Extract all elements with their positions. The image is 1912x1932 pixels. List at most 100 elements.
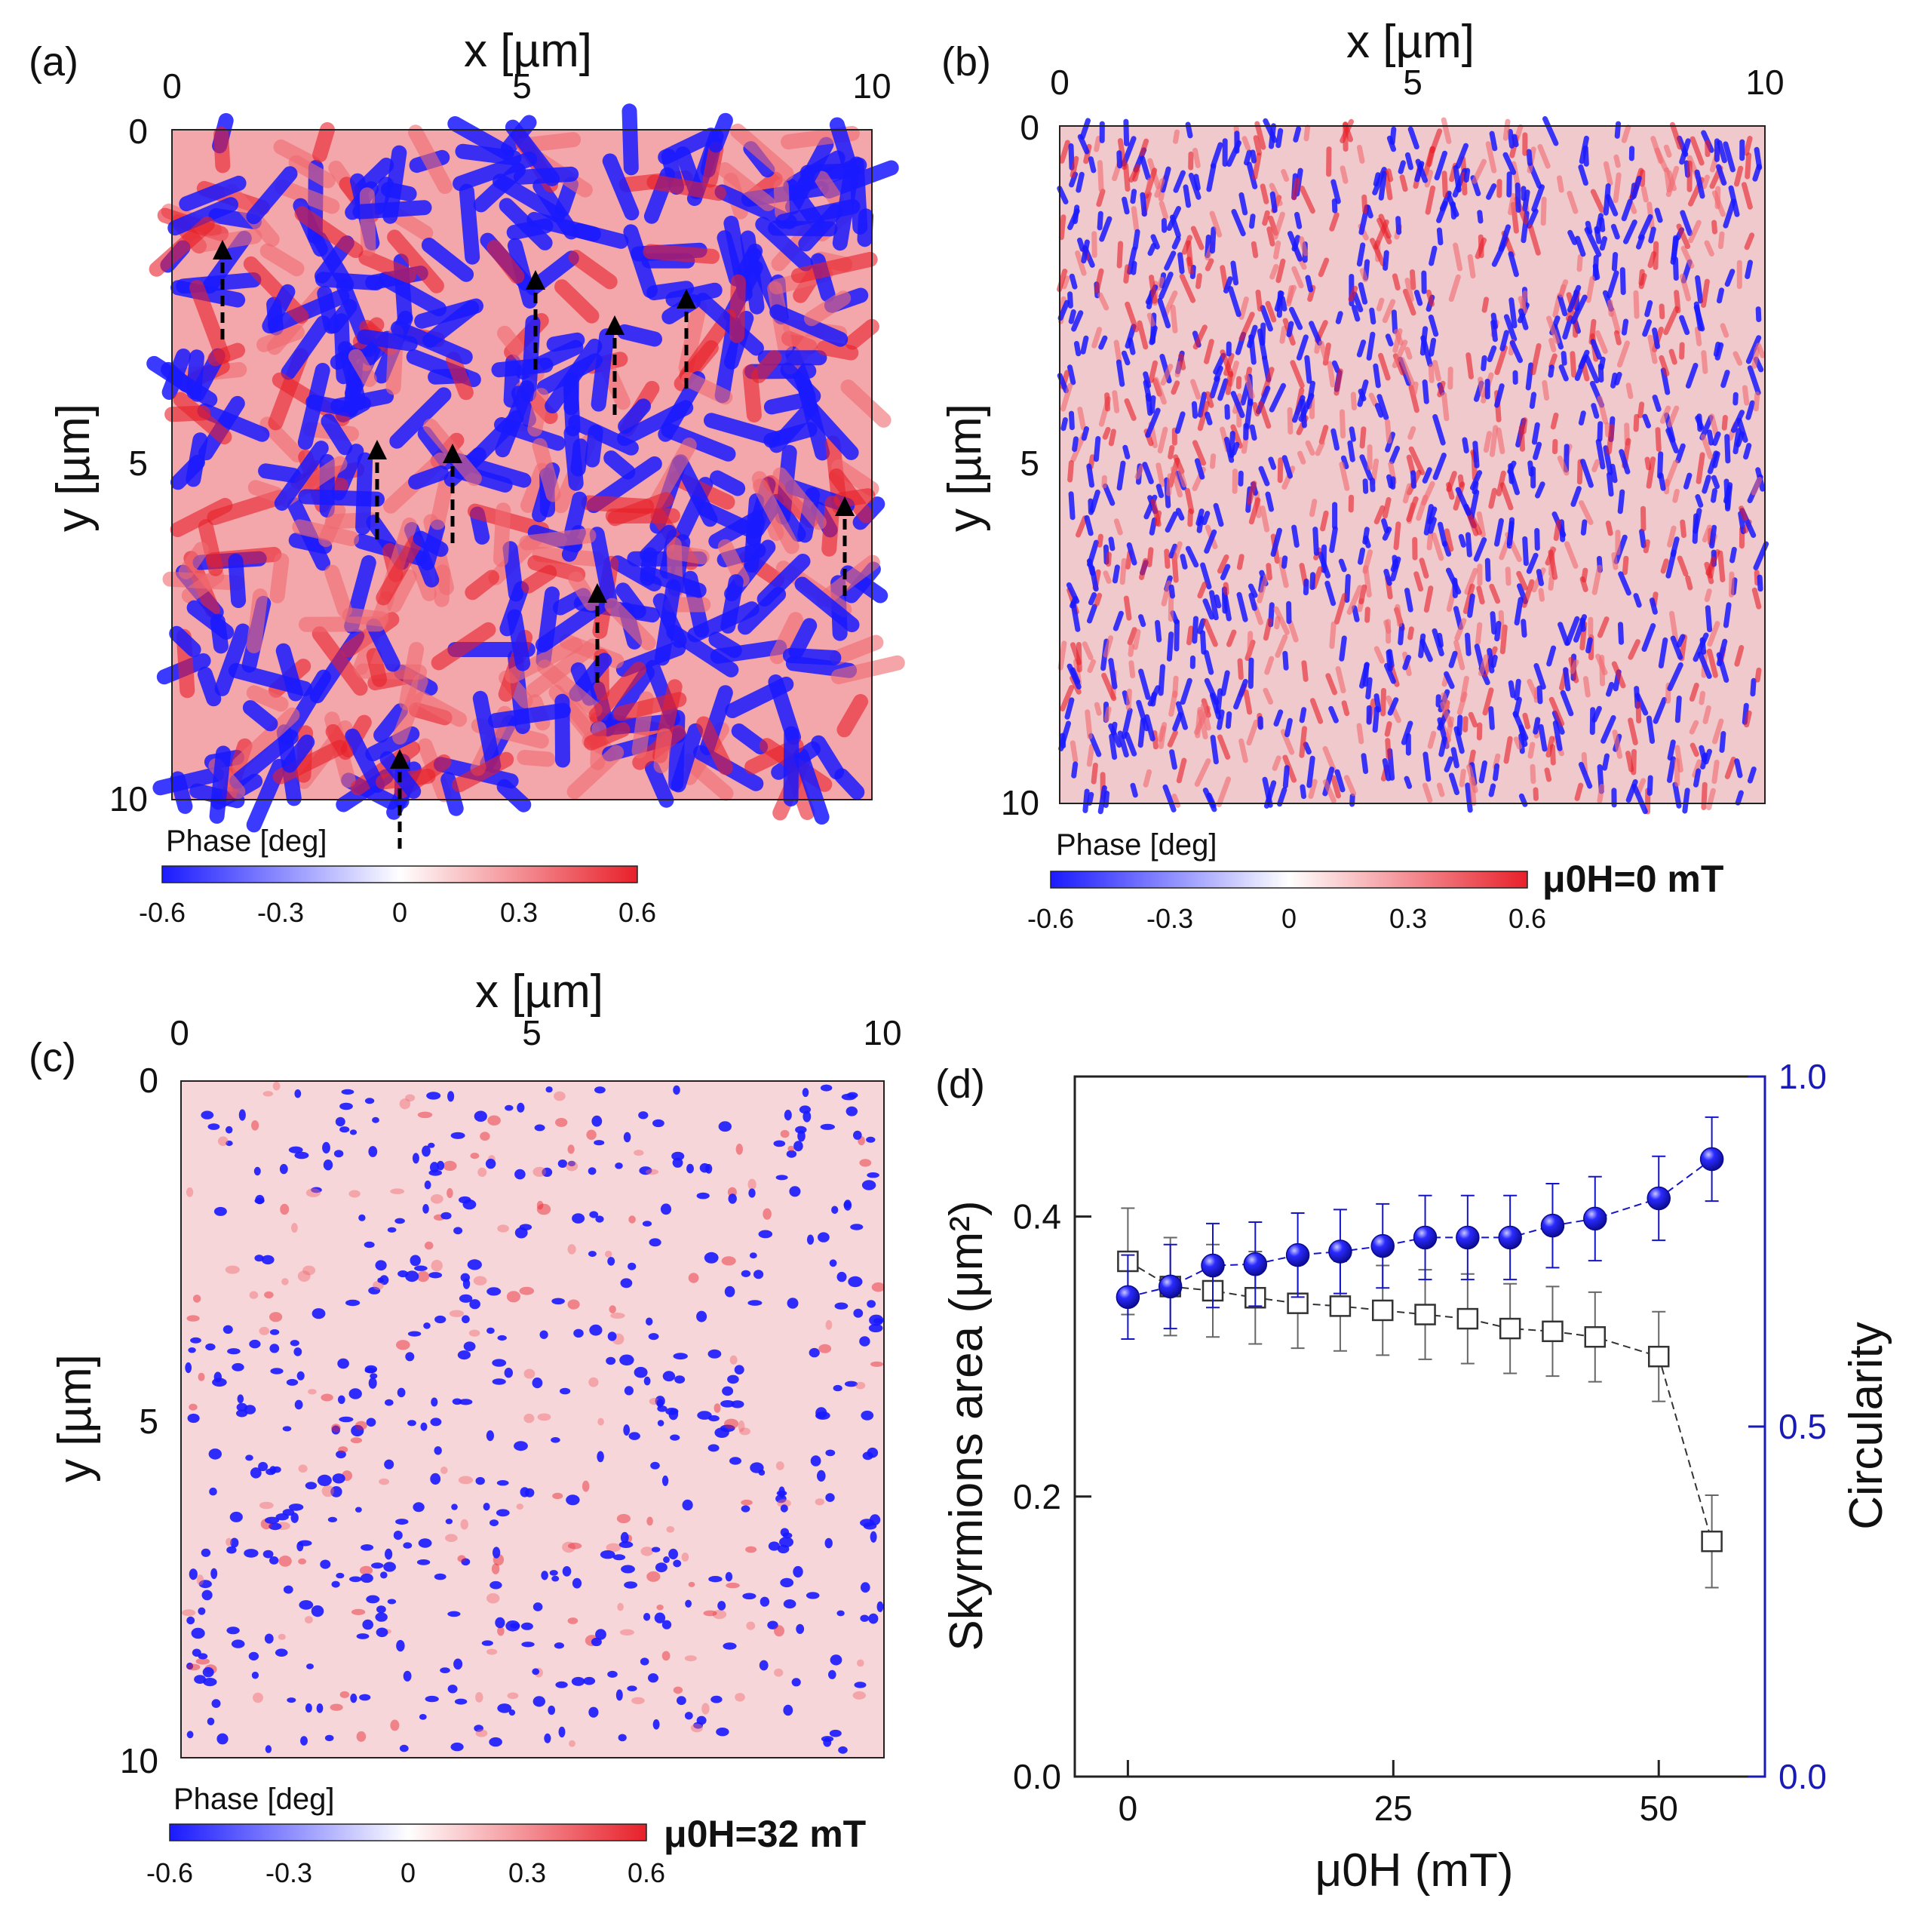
domain-mark [417,1111,433,1119]
domain-mark [452,751,514,793]
domain-mark [537,1413,551,1421]
domain-mark [453,1227,463,1235]
domain-mark [1697,651,1712,679]
domain-mark [1696,413,1703,432]
domain-mark [1570,351,1577,378]
domain-mark [1136,699,1149,732]
domain-mark [741,1505,750,1513]
colorbar-title-b: Phase [deg] [1056,828,1217,862]
domain-mark [1071,310,1084,332]
domain-mark [327,1516,337,1522]
domain-mark [440,1467,448,1474]
domain-mark [1674,745,1683,773]
domain-mark [227,1348,241,1355]
domain-mark [452,1398,462,1405]
domain-mark [1432,414,1446,446]
domain-mark [648,1333,659,1341]
domain-mark [1206,163,1217,192]
domain-mark [1533,717,1541,735]
domain-mark [1344,775,1356,797]
domain-mark [1093,436,1101,462]
domain-mark [1695,275,1704,304]
domain-mark [170,280,246,308]
domain-mark [546,332,585,352]
domain-mark [572,1213,585,1224]
domain-mark [1299,726,1307,758]
domain-mark [1281,455,1293,479]
domain-mark [1533,663,1546,690]
domain-mark [1538,723,1548,752]
domain-mark [521,315,541,402]
domain-mark [673,1686,683,1694]
domain-mark [217,1136,229,1146]
domain-mark [797,1130,806,1142]
domain-mark [348,349,377,387]
domain-mark [1459,769,1466,788]
domain-mark [474,1110,487,1122]
domain-mark [1711,760,1720,785]
y-axis-title-right-d: Circularity [1840,1322,1892,1530]
domain-mark [521,1642,535,1648]
domain-mark [1667,756,1676,783]
domain-mark [1696,452,1705,484]
domain-mark [1384,721,1392,737]
domain-mark [416,1270,430,1282]
domain-mark [867,1300,876,1308]
domain-mark [366,1418,376,1427]
domain-mark [384,1548,393,1560]
domain-mark [1091,231,1097,258]
domain-mark [454,1698,468,1705]
domain-mark [265,1745,272,1753]
domain-mark [517,750,556,767]
domain-mark [1610,223,1620,240]
domain-mark [360,1573,373,1583]
domain-mark [261,1255,275,1265]
domain-mark [1741,182,1753,210]
domain-mark [1369,478,1376,493]
domain-mark [1404,776,1413,789]
domain-mark [1365,677,1373,700]
domain-mark [516,1504,523,1510]
domain-mark [1250,149,1257,164]
skyrmion-arrows-a [213,240,855,849]
domain-mark [173,392,232,445]
domain-mark [1591,564,1603,595]
domain-mark [782,647,842,665]
domain-mark [1185,545,1199,568]
domain-mark [305,1616,313,1624]
domain-mark [251,1120,259,1131]
domain-mark [1373,646,1385,664]
domain-mark [1702,705,1711,724]
panel-a: (a) x [µm] 0 5 10 y [µm] 0 5 10 Phase [d… [29,25,905,928]
domain-mark [405,1094,416,1102]
domain-mark [414,691,468,727]
domain-mark [230,1537,239,1548]
domain-mark [1358,584,1367,605]
domain-mark [1334,769,1346,793]
domain-mark [1113,610,1124,631]
domain-mark [1732,428,1742,455]
domain-mark [820,1084,833,1092]
domain-mark [693,1722,703,1729]
domain-mark [1170,214,1181,238]
domain-mark [1248,592,1257,611]
domain-mark [399,1744,409,1752]
domain-mark [1548,696,1565,726]
domain-mark [1751,477,1763,496]
domain-mark [1247,324,1258,349]
domain-mark [226,1537,232,1547]
domain-mark [1628,639,1640,660]
domain-mark [1537,144,1551,169]
domain-mark [1646,715,1656,744]
domain-mark [1220,670,1230,696]
domain-mark [1635,778,1647,795]
domain-mark [1531,184,1545,213]
domain-mark [1067,364,1076,385]
domain-mark [774,1668,784,1677]
domain-mark [823,1737,832,1747]
domain-mark [717,539,750,588]
domain-mark [236,1402,247,1411]
domain-mark [688,1581,695,1587]
domain-mark [701,1703,710,1715]
domain-mark [787,1298,799,1309]
